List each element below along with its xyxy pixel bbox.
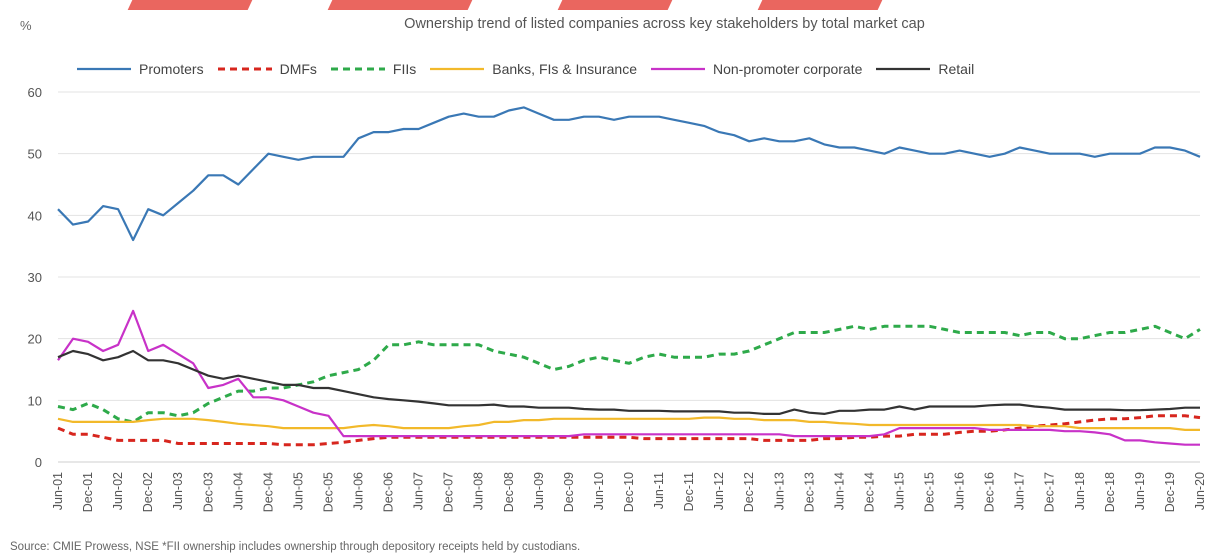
x-tick-label: Dec-08 [502, 472, 516, 512]
x-tick-label: Jun-02 [111, 472, 125, 510]
x-tick-label: Dec-19 [1163, 472, 1177, 512]
x-tick-label: Jun-20 [1193, 472, 1207, 510]
x-tick-label: Jun-16 [953, 472, 967, 510]
y-tick-label: 20 [28, 332, 42, 347]
x-tick-label: Jun-08 [472, 472, 486, 510]
legend-swatch [430, 67, 485, 71]
legend-swatch [650, 67, 705, 71]
x-tick-label: Dec-06 [382, 472, 396, 512]
chart-legend: Promoters DMFs FIIs Banks, FIs & Insurance N… [75, 61, 986, 77]
x-tick-label: Jun-15 [892, 472, 906, 510]
legend-item: Retail [874, 61, 974, 77]
x-tick-label: Jun-18 [1073, 472, 1087, 510]
legend-item: Non-promoter corporate [649, 61, 862, 77]
x-tick-label: Dec-17 [1043, 472, 1057, 512]
x-tick-label: Dec-12 [742, 472, 756, 512]
x-tick-label: Dec-18 [1103, 472, 1117, 512]
x-tick-label: Jun-12 [712, 472, 726, 510]
x-tick-label: Dec-16 [983, 472, 997, 512]
x-tick-label: Dec-02 [141, 472, 155, 512]
legend-label: Promoters [139, 61, 204, 77]
x-tick-label: Dec-14 [862, 472, 876, 512]
legend-label: DMFs [279, 61, 317, 77]
legend-label: Retail [938, 61, 975, 77]
series-line-dmfs [57, 414, 1201, 447]
y-axis-unit: % [20, 18, 32, 33]
legend-swatch [77, 67, 131, 71]
x-tick-label: Jun-11 [652, 472, 666, 509]
x-tick-label: Jun-01 [51, 472, 65, 510]
series-line-retail [57, 349, 1200, 415]
x-tick-label: Jun-04 [231, 472, 245, 510]
source-note: Source: CMIE Prowess, NSE *FII ownership… [10, 541, 581, 553]
x-tick-label: Jun-13 [772, 472, 786, 510]
legend-label: Non-promoter corporate [712, 61, 863, 77]
x-tick-label: Dec-09 [562, 472, 576, 512]
x-tick-label: Dec-05 [321, 472, 335, 512]
x-tick-label: Dec-11 [682, 472, 696, 511]
legend-label: Banks, FIs & Insurance [492, 61, 637, 77]
legend-swatch [330, 67, 385, 71]
series-line-fiis [57, 324, 1201, 424]
legend-label: FIIs [392, 61, 417, 77]
y-tick-label: 40 [28, 208, 42, 223]
x-tick-label: Jun-07 [412, 472, 426, 510]
x-tick-label: Jun-06 [352, 472, 366, 510]
x-tick-label: Jun-17 [1013, 472, 1027, 510]
x-tick-label: Dec-07 [442, 472, 456, 512]
x-tick-label: Dec-10 [622, 472, 636, 512]
legend-item: DMFs [216, 61, 317, 77]
series-line-banks-fis-insurance [57, 416, 1200, 431]
legend-item: FIIs [329, 61, 416, 77]
y-tick-label: 0 [35, 455, 42, 470]
chart-title: Ownership trend of listed companies acro… [404, 16, 925, 32]
x-tick-label: Jun-10 [592, 472, 606, 510]
legend-item: Promoters [75, 61, 204, 77]
x-tick-label: Dec-01 [81, 472, 95, 512]
x-tick-label: Dec-15 [923, 472, 937, 512]
x-tick-label: Jun-14 [832, 472, 846, 510]
x-tick-label: Dec-04 [261, 472, 275, 512]
x-tick-label: Dec-13 [802, 472, 816, 512]
x-tick-label: Dec-03 [201, 472, 215, 512]
x-tick-label: Jun-05 [291, 472, 305, 510]
x-tick-label: Jun-09 [532, 472, 546, 510]
x-tick-label: Jun-19 [1133, 472, 1147, 510]
legend-swatch [876, 67, 931, 71]
y-tick-label: 10 [28, 393, 42, 408]
x-tick-label: Jun-03 [171, 472, 185, 510]
series-line-promoters [57, 106, 1201, 242]
series-line-non-promoter-corporate [57, 309, 1200, 446]
legend-swatch [217, 67, 272, 71]
y-tick-label: 60 [28, 85, 42, 100]
y-tick-label: 30 [28, 270, 42, 285]
legend-item: Banks, FIs & Insurance [428, 61, 637, 77]
y-tick-label: 50 [28, 147, 42, 162]
